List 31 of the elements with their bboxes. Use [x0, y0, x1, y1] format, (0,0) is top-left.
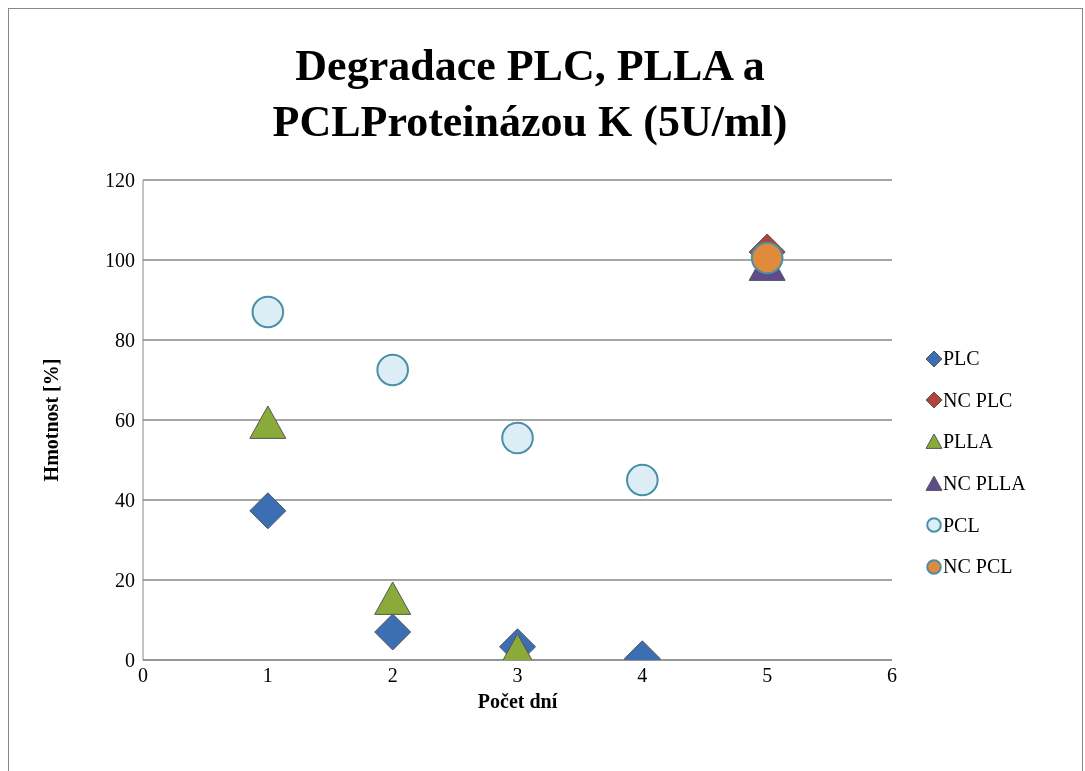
x-tick-label: 1: [262, 664, 273, 687]
point: [251, 295, 285, 329]
y-tick-label: 0: [125, 649, 135, 672]
legend-label: PCL: [943, 513, 980, 537]
y-tick-label: 60: [115, 409, 135, 432]
point: [376, 353, 409, 387]
y-axis-title: Hmotnost [%]: [40, 358, 63, 482]
x-tick-label: 6: [887, 664, 897, 687]
point: [249, 492, 287, 530]
y-tick-label: 40: [115, 489, 135, 512]
point: [750, 241, 784, 275]
legend-label: NC PLLA: [943, 472, 1026, 496]
point: [374, 613, 412, 651]
y-tick-label: 120: [105, 169, 135, 192]
point: [501, 421, 534, 455]
legend-label: PLLA: [943, 430, 993, 454]
y-tick-label: 100: [105, 249, 135, 272]
legend-label: NC PCL: [943, 555, 1013, 579]
point: [374, 581, 412, 615]
chart-title: Degradace PLC, PLLA a PCLProteinázou K (5U/ml): [271, 40, 789, 148]
x-tick-label: 5: [762, 664, 773, 687]
x-tick-label: 2: [387, 664, 398, 687]
point: [249, 405, 287, 439]
y-tick-label: 80: [115, 329, 135, 352]
x-tick-label: 4: [637, 664, 648, 687]
x-tick-label: 3: [512, 664, 523, 687]
legend-label: NC PLC: [943, 388, 1013, 412]
legend-label: PLC: [943, 347, 980, 371]
x-axis-title: Počet dní: [477, 690, 558, 712]
point: [626, 463, 659, 497]
y-tick-label: 20: [115, 569, 135, 592]
